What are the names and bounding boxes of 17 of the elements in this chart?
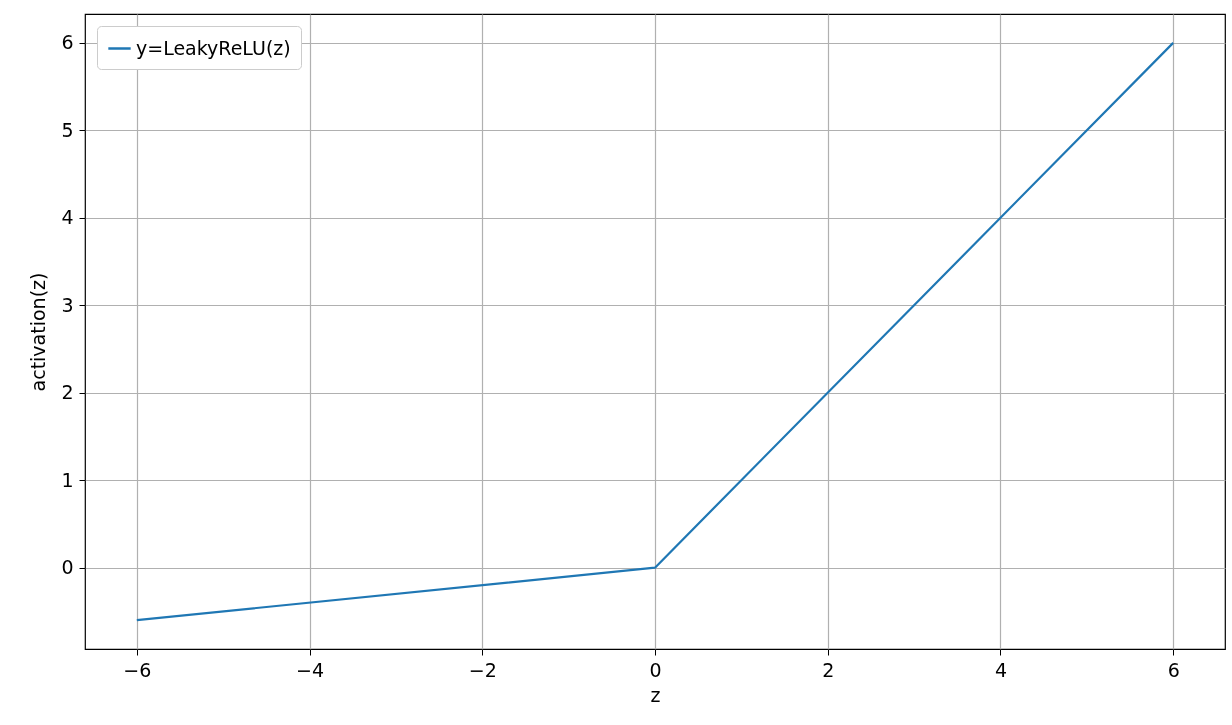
y-axis-title: activation(z) [27,272,50,392]
x-tick-label: 4 [994,658,1007,681]
x-tick-label: 2 [822,658,835,681]
y-tick-label: 1 [61,468,74,491]
x-tick-label: −6 [123,658,152,681]
y-tick-label: 5 [61,118,74,141]
y-tick-label: 3 [61,293,74,316]
x-tick-label: −4 [296,658,325,681]
x-tick-label: 0 [649,658,662,681]
y-tick-label: 4 [61,206,74,229]
y-tick-label: 6 [61,31,74,54]
y-tick-label: 0 [61,556,74,579]
y-tick-label: 2 [61,381,74,404]
x-tick-label: 6 [1167,658,1180,681]
x-axis-title: z [650,683,661,706]
legend-label: y=LeakyReLU(z) [136,36,291,59]
x-tick-label: −2 [468,658,497,681]
